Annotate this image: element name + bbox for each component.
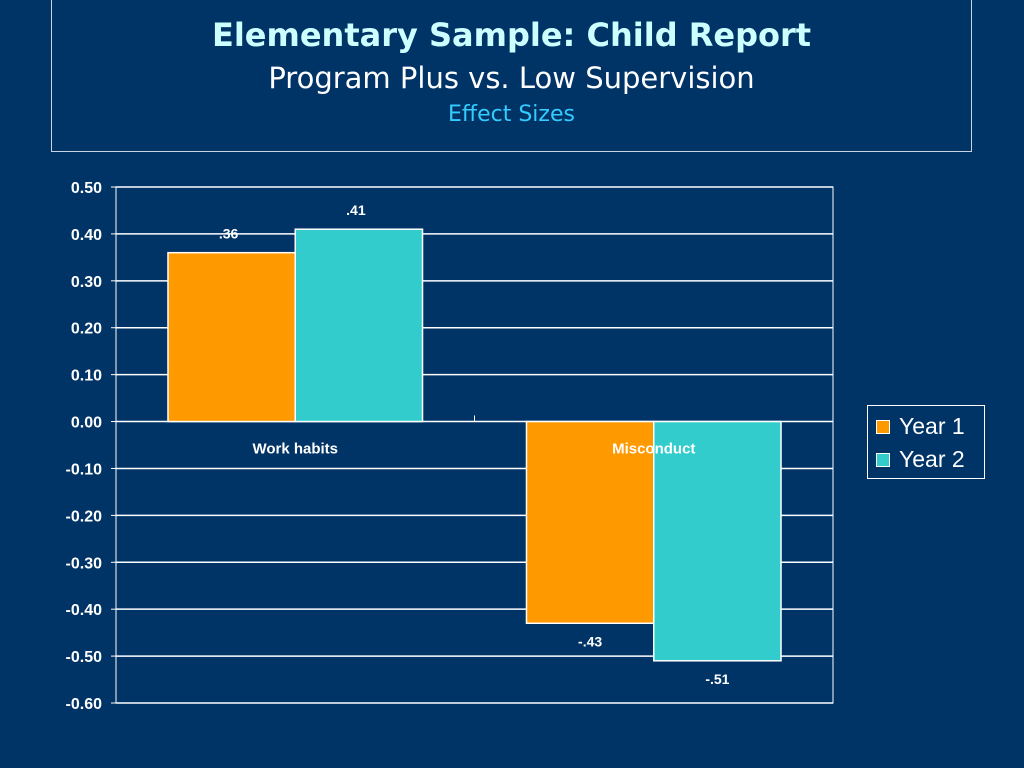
category-label: Misconduct — [612, 441, 695, 458]
y-tick-label: 0.50 — [71, 180, 102, 197]
bar-year-1-work-habits — [167, 251, 296, 423]
legend-item-year-2: Year 2 — [876, 443, 976, 476]
y-tick-label: -0.60 — [66, 696, 103, 713]
y-tick-label: -0.20 — [66, 508, 103, 525]
y-tick-label: 0.10 — [71, 368, 102, 385]
data-label: -.51 — [705, 671, 729, 687]
chart-title: Elementary Sample: Child Report — [211, 16, 812, 54]
title-box: Elementary Sample: Child Report Program … — [51, 0, 972, 152]
y-tick-label: -0.50 — [66, 649, 103, 666]
y-tick-label: 0.30 — [71, 274, 102, 291]
data-label: .36 — [219, 226, 239, 242]
bar-year-2-misconduct — [653, 420, 782, 662]
legend-swatch-year-2 — [876, 452, 890, 467]
legend: Year 1 Year 2 — [867, 405, 985, 479]
legend-label-year-2: Year 2 — [899, 446, 965, 472]
data-label: .41 — [346, 202, 366, 218]
y-tick-label: 0.00 — [71, 415, 102, 432]
bar-year-1-misconduct — [525, 420, 655, 625]
y-tick-label: -0.30 — [66, 555, 103, 572]
legend-swatch-year-1 — [876, 419, 890, 434]
chart-subtitle: Program Plus vs. Low Supervision — [268, 61, 755, 95]
legend-item-year-1: Year 1 — [876, 410, 976, 443]
legend-label-year-1: Year 1 — [899, 413, 965, 439]
bar-year-2-work-habits — [294, 228, 424, 423]
y-tick-label: -0.40 — [66, 602, 103, 619]
chart-subtitle-effect-sizes: Effect Sizes — [448, 102, 575, 127]
y-tick-label: 0.20 — [71, 321, 102, 338]
y-tick-label: 0.40 — [71, 227, 102, 244]
category-label: Work habits — [252, 441, 338, 458]
y-tick-label: -0.10 — [66, 461, 103, 478]
data-label: -.43 — [578, 633, 602, 649]
